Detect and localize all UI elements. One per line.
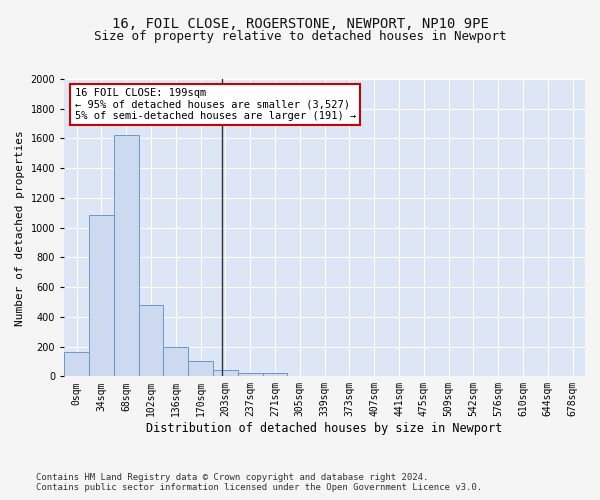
Bar <box>188 362 213 376</box>
Y-axis label: Number of detached properties: Number of detached properties <box>15 130 25 326</box>
Bar <box>163 346 188 376</box>
Bar <box>64 352 89 376</box>
Bar <box>89 215 114 376</box>
Bar <box>213 370 238 376</box>
Text: Contains HM Land Registry data © Crown copyright and database right 2024.: Contains HM Land Registry data © Crown c… <box>36 472 428 482</box>
X-axis label: Distribution of detached houses by size in Newport: Distribution of detached houses by size … <box>146 422 503 435</box>
Text: Contains public sector information licensed under the Open Government Licence v3: Contains public sector information licen… <box>36 482 482 492</box>
Bar <box>114 134 139 376</box>
Bar <box>139 305 163 376</box>
Text: 16 FOIL CLOSE: 199sqm
← 95% of detached houses are smaller (3,527)
5% of semi-de: 16 FOIL CLOSE: 199sqm ← 95% of detached … <box>74 88 356 121</box>
Bar <box>238 372 263 376</box>
Text: 16, FOIL CLOSE, ROGERSTONE, NEWPORT, NP10 9PE: 16, FOIL CLOSE, ROGERSTONE, NEWPORT, NP1… <box>112 18 488 32</box>
Text: Size of property relative to detached houses in Newport: Size of property relative to detached ho… <box>94 30 506 43</box>
Bar <box>263 374 287 376</box>
